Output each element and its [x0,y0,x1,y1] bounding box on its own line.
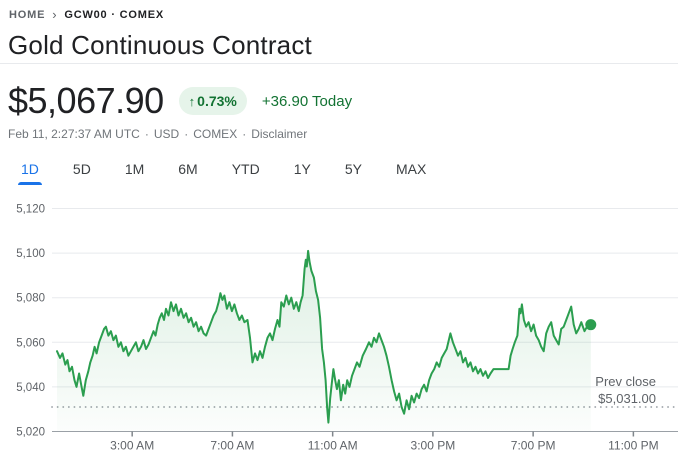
quote-exchange: COMEX [193,127,238,141]
y-axis-label: 5,080 [16,293,45,305]
dot-separator: · [184,127,189,141]
y-axis-label: 5,060 [16,337,45,349]
x-axis-label: 7:00 PM [511,439,556,453]
chevron-right-icon: › [52,7,58,22]
tab-1d[interactable]: 1D [18,161,42,185]
range-tabs: 1D 5D 1M 6M YTD 1Y 5Y MAX [18,157,427,185]
last-price-dot [585,319,597,331]
price-chart-area: 5,120 5,100 5,080 5,060 5,040 5,020 3:00 AM 7:0… [0,190,678,462]
y-axis-label: 5,040 [16,382,45,394]
y-axis-label: 5,100 [16,248,45,260]
change-amount: +36.90 Today [261,92,353,110]
quote-currency: USD [153,127,180,141]
quote-row: $5,067.90 ↑ 0.73% +36.90 Today [8,80,352,122]
breadcrumb-symbol: GCW00 · COMEX [64,8,164,21]
x-axis-label: 3:00 PM [411,439,456,453]
breadcrumb: HOME › GCW00 · COMEX [9,8,164,21]
y-axis-label: 5,120 [16,204,45,216]
current-price: $5,067.90 [8,80,164,121]
up-arrow-icon: ↑ [188,93,196,109]
dot-separator: · [242,127,247,141]
x-axis-label: 3:00 AM [110,439,154,453]
disclaimer-link[interactable]: Disclaimer [251,127,308,141]
prev-close-label: Prev close [595,374,656,389]
price-line [56,249,592,424]
page-title: Gold Continuous Contract [8,30,312,60]
x-axis-label: 7:00 AM [210,439,254,453]
header-divider [0,63,678,64]
y-axis-label: 5,020 [16,427,45,439]
quote-timestamp: Feb 11, 2:27:37 AM UTC [8,127,140,141]
dot-separator: · [144,127,149,141]
quote-meta: Feb 11, 2:27:37 AM UTC · USD · COMEX · D… [8,127,307,141]
change-percent: 0.73% [197,93,237,109]
tab-1m[interactable]: 1M [124,161,145,177]
tab-1y[interactable]: 1Y [293,161,311,177]
prev-close-value: $5,031.00 [598,391,656,406]
breadcrumb-home-link[interactable]: HOME [9,8,46,21]
x-axis-label: 11:00 PM [608,439,658,453]
tab-5d[interactable]: 5D [72,161,91,177]
x-axis-label: 11:00 AM [308,439,358,453]
price-chart[interactable]: 5,120 5,100 5,080 5,060 5,040 5,020 3:00 AM 7:0… [0,190,678,462]
tab-5y[interactable]: 5Y [344,161,362,177]
tab-6m[interactable]: 6M [178,161,198,177]
change-percent-badge: ↑ 0.73% [178,87,247,115]
tab-ytd[interactable]: YTD [231,161,260,177]
tab-max[interactable]: MAX [395,161,427,177]
price-area-fill [57,250,591,432]
